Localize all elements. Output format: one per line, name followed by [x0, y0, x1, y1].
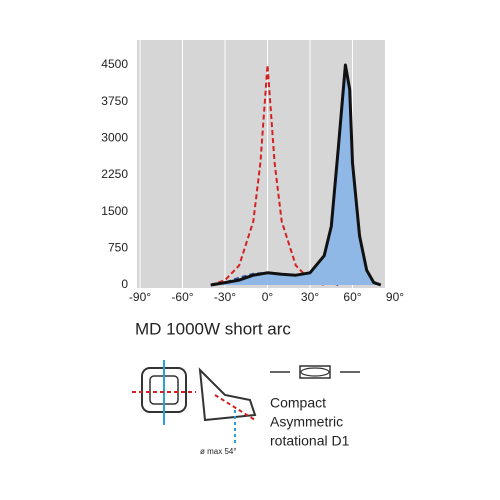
y-tick-label: 4500: [101, 57, 128, 71]
x-tick-label: -60°: [171, 290, 193, 304]
x-tick-label: -30°: [214, 290, 236, 304]
annotation: Asymmetric: [270, 414, 343, 430]
x-tick-label: 0°: [262, 290, 274, 304]
x-tick-label: 90°: [386, 290, 404, 304]
line: [210, 64, 325, 286]
lamp-icon: [132, 360, 360, 445]
annotation: ø max 54°: [200, 447, 237, 456]
line: [210, 63, 382, 287]
y-tick-label: 3000: [101, 131, 128, 145]
y-tick-label: 2250: [101, 167, 128, 181]
y-tick-label: 0: [121, 277, 128, 291]
x-tick-label: 30°: [301, 290, 319, 304]
y-tick-label: 3750: [101, 94, 128, 108]
annotation: rotational D1: [270, 433, 350, 449]
y-tick-label: 1500: [101, 204, 128, 218]
x-tick-label: -90°: [129, 290, 151, 304]
y-tick-label: 750: [108, 241, 128, 255]
chart-title: MD 1000W short arc: [135, 319, 291, 338]
area: [210, 65, 381, 285]
plot: [139, 40, 396, 288]
annotation: Compact: [270, 395, 326, 411]
x-tick-label: 60°: [343, 290, 361, 304]
